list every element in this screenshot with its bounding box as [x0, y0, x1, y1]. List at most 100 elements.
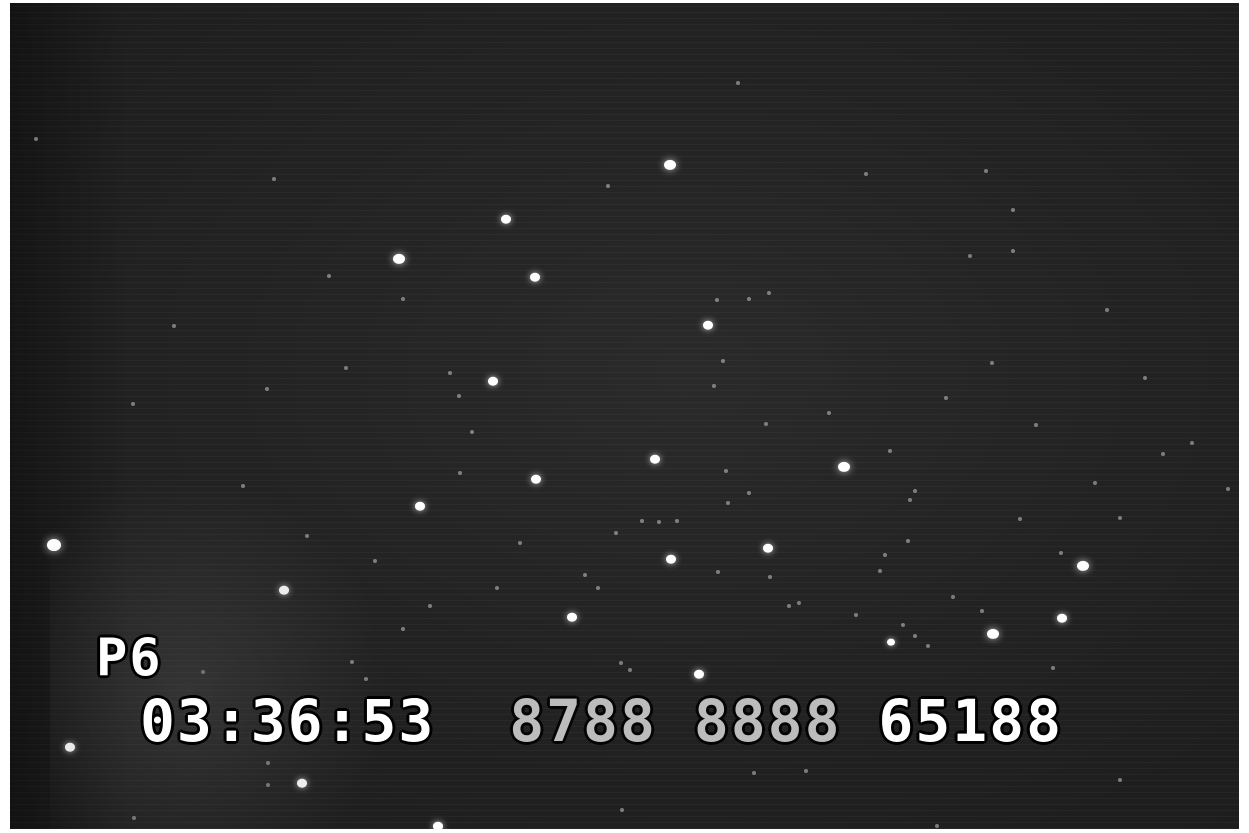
- faint-star: [935, 824, 939, 828]
- faint-star: [1059, 551, 1063, 555]
- faint-star: [614, 531, 618, 535]
- night-sky-video: [10, 3, 1239, 829]
- bright-star: [567, 612, 577, 622]
- faint-star: [747, 297, 751, 301]
- faint-star: [1118, 516, 1122, 520]
- faint-star: [913, 634, 917, 638]
- faint-star: [968, 254, 972, 258]
- faint-star: [926, 644, 930, 648]
- faint-star: [883, 553, 887, 557]
- faint-star: [619, 661, 623, 665]
- channel-label: P6: [96, 628, 163, 688]
- faint-star: [640, 519, 644, 523]
- faint-star: [628, 668, 632, 672]
- data-field-a: 8788: [509, 687, 657, 755]
- faint-star: [350, 660, 354, 664]
- faint-star: [721, 359, 725, 363]
- faint-star: [804, 769, 808, 773]
- timecode-row: 03:36:53 8788 8888 65188: [140, 692, 1063, 750]
- faint-star: [620, 808, 624, 812]
- faint-star: [1105, 308, 1109, 312]
- bright-star: [763, 543, 773, 553]
- bright-star: [297, 778, 307, 788]
- bright-star: [279, 585, 289, 595]
- bright-star: [694, 669, 704, 679]
- faint-star: [132, 816, 136, 820]
- bright-star: [415, 501, 425, 511]
- bright-star: [531, 474, 541, 484]
- faint-star: [827, 411, 831, 415]
- faint-star: [373, 559, 377, 563]
- faint-star: [305, 534, 309, 538]
- faint-star: [1161, 452, 1165, 456]
- bright-star: [530, 272, 540, 282]
- faint-star: [34, 137, 38, 141]
- bright-star: [488, 376, 498, 386]
- faint-star: [266, 761, 270, 765]
- data-field-c: 65188: [878, 687, 1064, 755]
- faint-star: [266, 783, 270, 787]
- bright-star: [65, 742, 75, 752]
- faint-star: [428, 604, 432, 608]
- faint-star: [401, 627, 405, 631]
- bright-star: [393, 253, 405, 265]
- faint-star: [1143, 376, 1147, 380]
- faint-star: [913, 489, 917, 493]
- faint-star: [716, 570, 720, 574]
- faint-star: [201, 670, 205, 674]
- faint-star: [327, 274, 331, 278]
- faint-star: [1226, 487, 1230, 491]
- faint-star: [984, 169, 988, 173]
- faint-star: [364, 677, 368, 681]
- faint-star: [878, 569, 882, 573]
- faint-star: [657, 520, 661, 524]
- faint-star: [767, 291, 771, 295]
- faint-star: [726, 501, 730, 505]
- faint-star: [518, 541, 522, 545]
- faint-star: [1118, 778, 1122, 782]
- faint-star: [908, 498, 912, 502]
- bright-star: [1057, 613, 1067, 623]
- faint-star: [764, 422, 768, 426]
- faint-star: [1011, 249, 1015, 253]
- bright-star: [1077, 560, 1089, 572]
- faint-star: [172, 324, 176, 328]
- faint-star: [888, 449, 892, 453]
- bright-star: [47, 539, 61, 551]
- data-field-b: 8888: [693, 687, 842, 755]
- faint-star: [787, 604, 791, 608]
- faint-star: [724, 469, 728, 473]
- faint-star: [606, 184, 610, 188]
- faint-star: [1034, 423, 1038, 427]
- faint-star: [736, 81, 740, 85]
- faint-star: [458, 471, 462, 475]
- faint-star: [1190, 441, 1194, 445]
- faint-star: [1018, 517, 1022, 521]
- faint-star: [864, 172, 868, 176]
- bright-star: [838, 461, 850, 473]
- bright-star: [987, 628, 999, 640]
- faint-star: [401, 297, 405, 301]
- faint-star: [752, 771, 756, 775]
- bright-star: [501, 214, 511, 224]
- faint-star: [747, 491, 751, 495]
- faint-star: [990, 361, 994, 365]
- faint-star: [457, 394, 461, 398]
- timecode: 03:36:53: [140, 687, 436, 755]
- faint-star: [980, 609, 984, 613]
- faint-star: [131, 402, 135, 406]
- faint-star: [448, 371, 452, 375]
- faint-star: [1011, 208, 1015, 212]
- bright-star: [666, 554, 676, 564]
- faint-star: [272, 177, 276, 181]
- faint-star: [768, 575, 772, 579]
- faint-star: [712, 384, 716, 388]
- faint-star: [854, 613, 858, 617]
- faint-star: [1093, 481, 1097, 485]
- faint-star: [901, 623, 905, 627]
- faint-star: [951, 595, 955, 599]
- faint-star: [265, 387, 269, 391]
- faint-star: [495, 586, 499, 590]
- bright-star: [887, 638, 895, 646]
